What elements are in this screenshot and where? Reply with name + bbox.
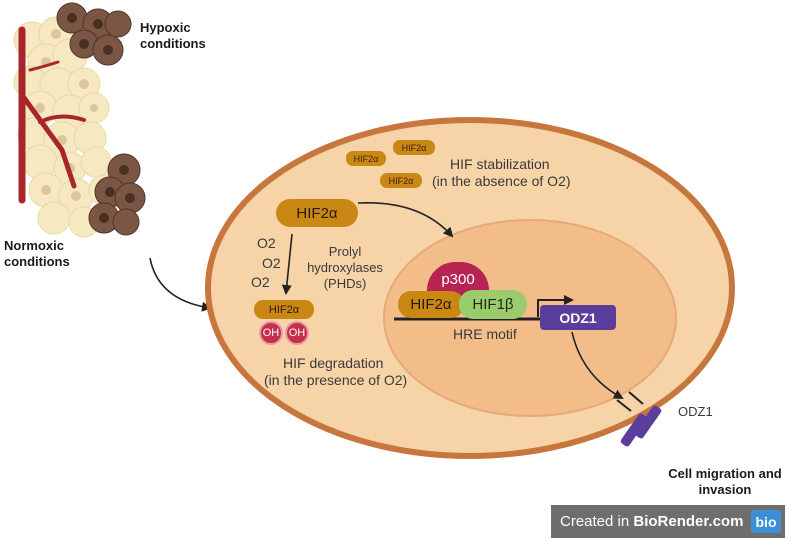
phd-label: Prolyl hydroxylases (PHDs) bbox=[307, 244, 383, 291]
hif-degradation-label: HIF degradation bbox=[283, 355, 384, 371]
tissue-to-cell-arrow bbox=[149, 257, 212, 312]
odz1-receptor-label: ODZ1 bbox=[678, 404, 713, 419]
hif2a-protein: HIF2α bbox=[276, 199, 358, 227]
blood-vessel bbox=[18, 26, 86, 204]
o2-label: O2 bbox=[257, 235, 276, 251]
hypoxic-label: Hypoxic conditions bbox=[140, 20, 206, 51]
oh-group: OH bbox=[285, 321, 309, 345]
biorender-logo-icon: bio bbox=[751, 510, 781, 533]
absence-of-o2-label: (in the absence of O2) bbox=[432, 173, 571, 189]
o2-label: O2 bbox=[251, 274, 270, 290]
normoxic-label: Normoxic conditions bbox=[4, 238, 70, 269]
stabilization-arrow bbox=[357, 201, 454, 238]
hre-motif-label: HRE motif bbox=[453, 326, 517, 342]
expression-arrow bbox=[571, 331, 624, 399]
oh-group: OH bbox=[259, 321, 283, 345]
brand-prefix: Created in bbox=[560, 513, 630, 530]
biorender-badge: Created in BioRender.com bio bbox=[551, 505, 785, 538]
hif2a-hydroxylated: HIF2α bbox=[254, 300, 314, 319]
transcription-start-arrow bbox=[537, 295, 574, 317]
hif2a-protein-small: HIF2α bbox=[393, 140, 435, 155]
odz1-receptor bbox=[616, 391, 662, 447]
hif2a-nuclear: HIF2α bbox=[398, 291, 464, 318]
hif2a-protein-small: HIF2α bbox=[346, 151, 386, 166]
cell-migration-label: Cell migration and invasion bbox=[668, 466, 782, 497]
degradation-arrow bbox=[281, 233, 293, 295]
hif1b-protein: HIF1β bbox=[459, 290, 527, 319]
o2-label: O2 bbox=[262, 255, 281, 271]
hif-stabilization-label: HIF stabilization bbox=[450, 156, 550, 172]
brand-name: BioRender.com bbox=[633, 513, 744, 530]
presence-of-o2-label: (in the presence of O2) bbox=[264, 372, 408, 388]
hif2a-protein-small: HIF2α bbox=[380, 173, 422, 188]
odz1-gene: ODZ1 bbox=[540, 305, 616, 330]
